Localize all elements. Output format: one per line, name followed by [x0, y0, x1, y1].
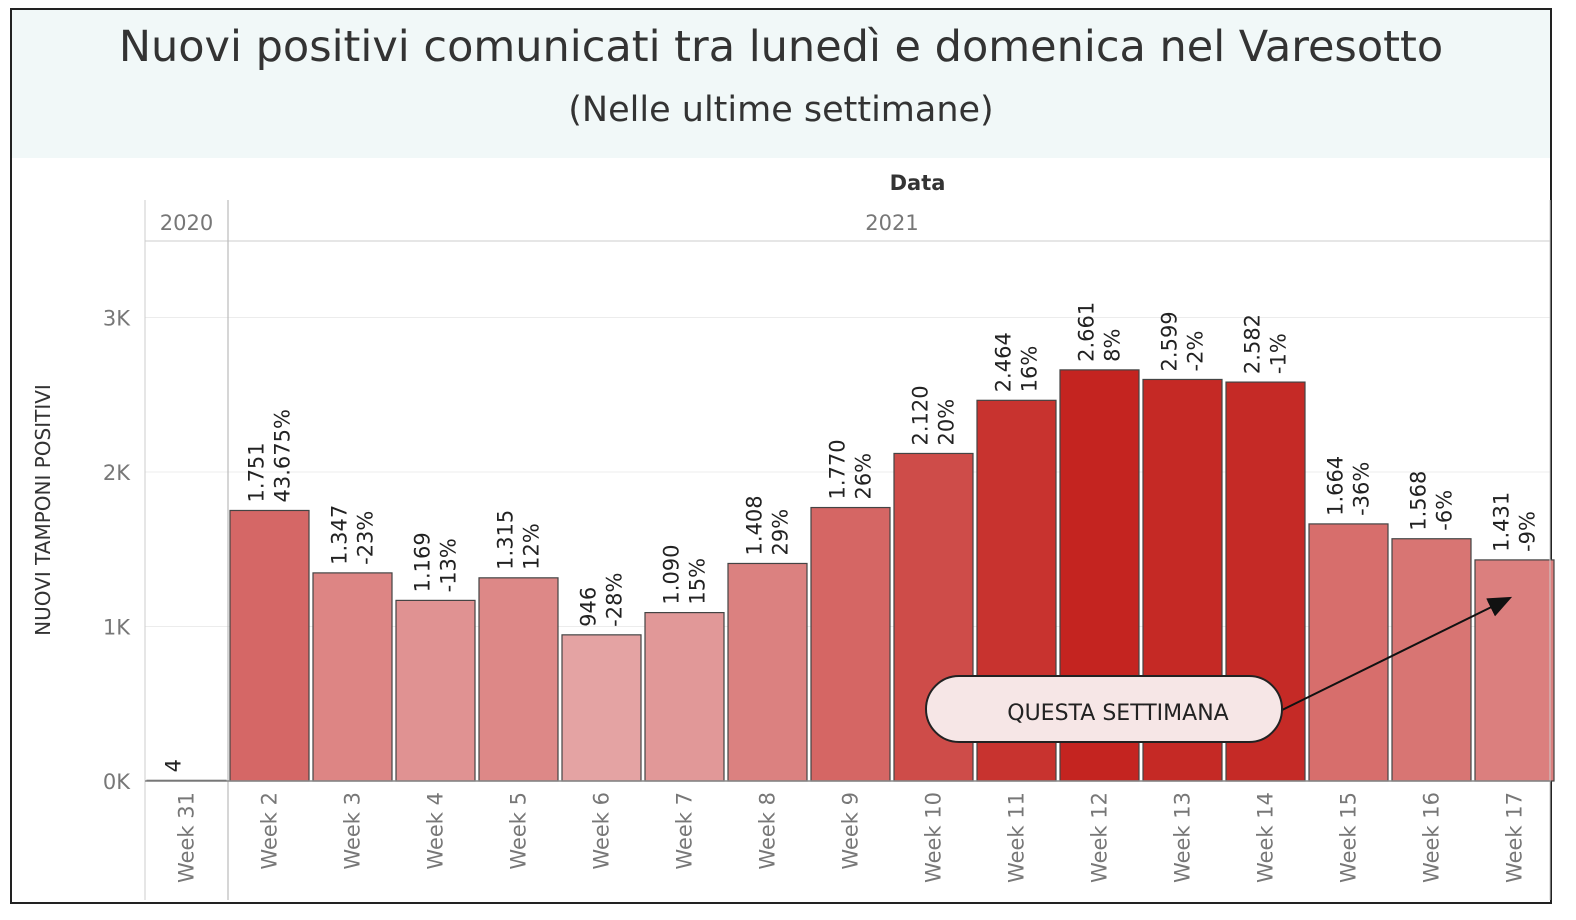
y-tick-label-2: 2K [103, 461, 131, 485]
year-label-2020: 2020 [160, 211, 213, 235]
x-tick-label-week-17: Week 17 [1503, 792, 1527, 883]
annotation-box [925, 675, 1283, 743]
change-label-week-2: 43.675% [271, 409, 295, 502]
y-tick-label-1: 1K [103, 616, 131, 640]
change-label-week-3: -23% [354, 511, 378, 565]
value-label-week-13: 2.599 [1158, 311, 1182, 371]
x-tick-label-week-14: Week 14 [1254, 792, 1278, 883]
column-header: Data [890, 171, 946, 195]
x-tick-label-week-7: Week 7 [673, 792, 697, 870]
bar-week-7 [644, 611, 725, 782]
value-label-week-8: 1.408 [743, 495, 767, 555]
change-label-week-8: 29% [769, 509, 793, 556]
x-tick-label-week-9: Week 9 [839, 792, 863, 870]
x-tick-label-week-8: Week 8 [756, 792, 780, 870]
value-label-week-17: 1.431 [1490, 492, 1514, 552]
value-label-week-31: 4 [162, 759, 186, 772]
x-tick-label-week-12: Week 12 [1088, 792, 1112, 883]
value-label-week-5: 1.315 [494, 510, 518, 570]
change-label-week-14: -1% [1267, 333, 1291, 374]
x-tick-label-week-6: Week 6 [590, 792, 614, 870]
x-tick-label-week-11: Week 11 [1005, 792, 1029, 883]
value-label-week-6: 946 [577, 587, 601, 627]
change-label-week-4: -13% [437, 538, 461, 592]
change-label-week-6: -28% [603, 573, 627, 627]
bar-week-5 [478, 577, 559, 782]
x-tick-label-week-13: Week 13 [1171, 792, 1195, 883]
bar-week-17 [1474, 559, 1555, 782]
value-label-week-10: 2.120 [909, 385, 933, 445]
bar-week-6 [561, 634, 642, 782]
year-label-2021: 2021 [865, 211, 918, 235]
change-label-week-11: 16% [1018, 346, 1042, 393]
bar-week-8 [727, 562, 808, 782]
value-label-week-14: 2.582 [1241, 314, 1265, 374]
bar-week-15 [1308, 523, 1389, 782]
x-tick-label-week-3: Week 3 [341, 792, 365, 870]
change-label-week-13: -2% [1184, 331, 1208, 372]
annotation-arrow [1277, 596, 1513, 713]
value-label-week-4: 1.169 [411, 532, 435, 592]
change-label-week-7: 15% [686, 558, 710, 605]
change-label-week-12: 8% [1101, 329, 1125, 362]
annotation-text: QUESTA SETTIMANA [1007, 701, 1228, 726]
y-tick-label-0: 0K [103, 770, 131, 794]
change-label-week-10: 20% [935, 399, 959, 446]
chart-title: Nuovi positivi comunicati tra lunedì e d… [118, 22, 1444, 72]
y-axis-title: NUOVI TAMPONI POSITIVI [31, 384, 55, 636]
change-label-week-9: 26% [852, 453, 876, 500]
change-label-week-5: 12% [520, 523, 544, 570]
value-label-week-9: 1.770 [826, 439, 850, 499]
value-label-week-15: 1.664 [1324, 456, 1348, 516]
value-label-week-16: 1.568 [1407, 471, 1431, 531]
x-tick-label-week-15: Week 15 [1337, 792, 1361, 883]
bar-week-9 [810, 506, 891, 782]
bar-week-4 [395, 599, 476, 782]
change-label-week-17: -9% [1516, 511, 1540, 552]
value-label-week-2: 1.751 [245, 442, 269, 502]
bar-week-3 [312, 572, 393, 782]
change-label-week-16: -6% [1433, 490, 1457, 531]
value-label-week-3: 1.347 [328, 505, 352, 565]
y-tick-label-3: 3K [103, 307, 131, 331]
title-band [12, 10, 1550, 158]
x-tick-label-week-4: Week 4 [424, 792, 448, 870]
value-label-week-11: 2.464 [992, 332, 1016, 392]
bar-week-2 [229, 509, 310, 782]
change-label-week-15: -36% [1350, 462, 1374, 516]
x-tick-label-week-31: Week 31 [175, 792, 199, 883]
bar-week-16 [1391, 538, 1472, 782]
chart-subtitle: (Nelle ultime settimane) [568, 90, 994, 130]
x-tick-label-week-10: Week 10 [922, 792, 946, 883]
x-tick-label-week-5: Week 5 [507, 792, 531, 870]
value-label-week-12: 2.661 [1075, 302, 1099, 362]
value-label-week-7: 1.090 [660, 544, 684, 604]
x-tick-label-week-16: Week 16 [1420, 792, 1444, 883]
x-tick-label-week-2: Week 2 [258, 792, 282, 870]
